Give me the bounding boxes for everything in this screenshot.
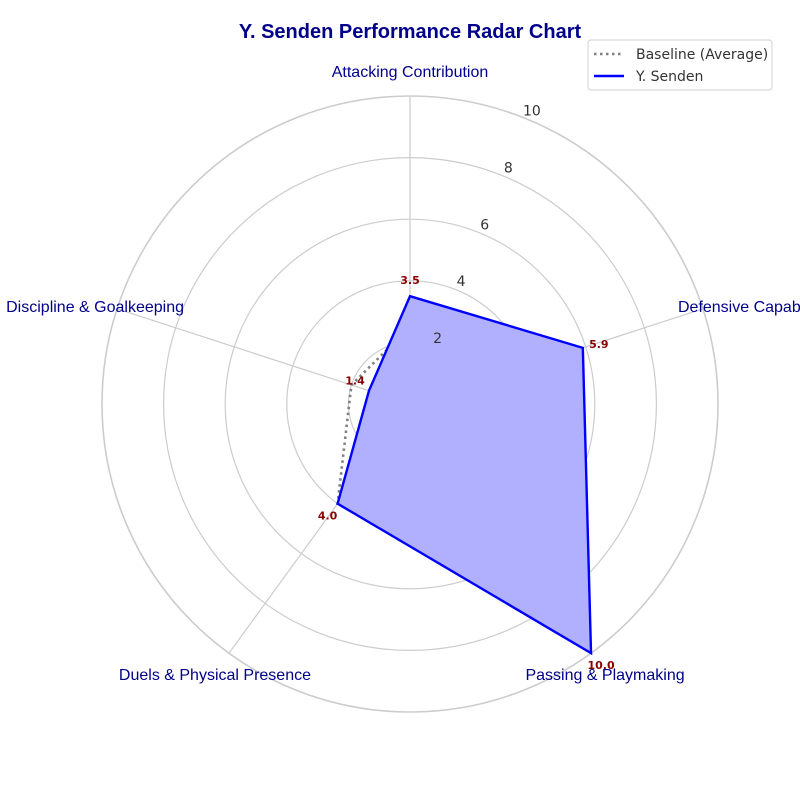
legend: Baseline (Average) Y. Senden [587,39,773,91]
legend-entry: Baseline (Average) [636,47,768,63]
radial-tick-label: 6 [480,217,489,233]
value-label: 3.5 [400,274,420,287]
labels-layer: 2 4 6 8 10 Attacking Contribution Defensive Ca… [6,64,800,684]
radial-tick-label: 10 [523,103,541,119]
legend-entry: Y. Senden [635,69,703,85]
chart-title: Y. Senden Performance Radar Chart [239,21,582,43]
category-label: Defensive Capability [678,299,800,316]
category-label: Duels & Physical Presence [119,667,311,684]
player-series-area [336,294,593,656]
value-label: 1.4 [345,375,365,388]
value-label: 10.0 [587,659,614,672]
radial-tick-label: 4 [457,274,466,290]
category-label: Discipline & Goalkeeping [6,299,184,316]
grid-spoke [116,308,411,405]
radial-tick-label: 8 [504,160,513,176]
value-label: 4.0 [318,510,338,523]
legend-box [587,39,773,91]
category-label: Attacking Contribution [332,64,489,81]
radial-tick-label: 2 [433,331,442,347]
series-layer [336,294,593,656]
category-label: Passing & Playmaking [525,667,684,684]
value-label: 5.9 [589,338,609,351]
